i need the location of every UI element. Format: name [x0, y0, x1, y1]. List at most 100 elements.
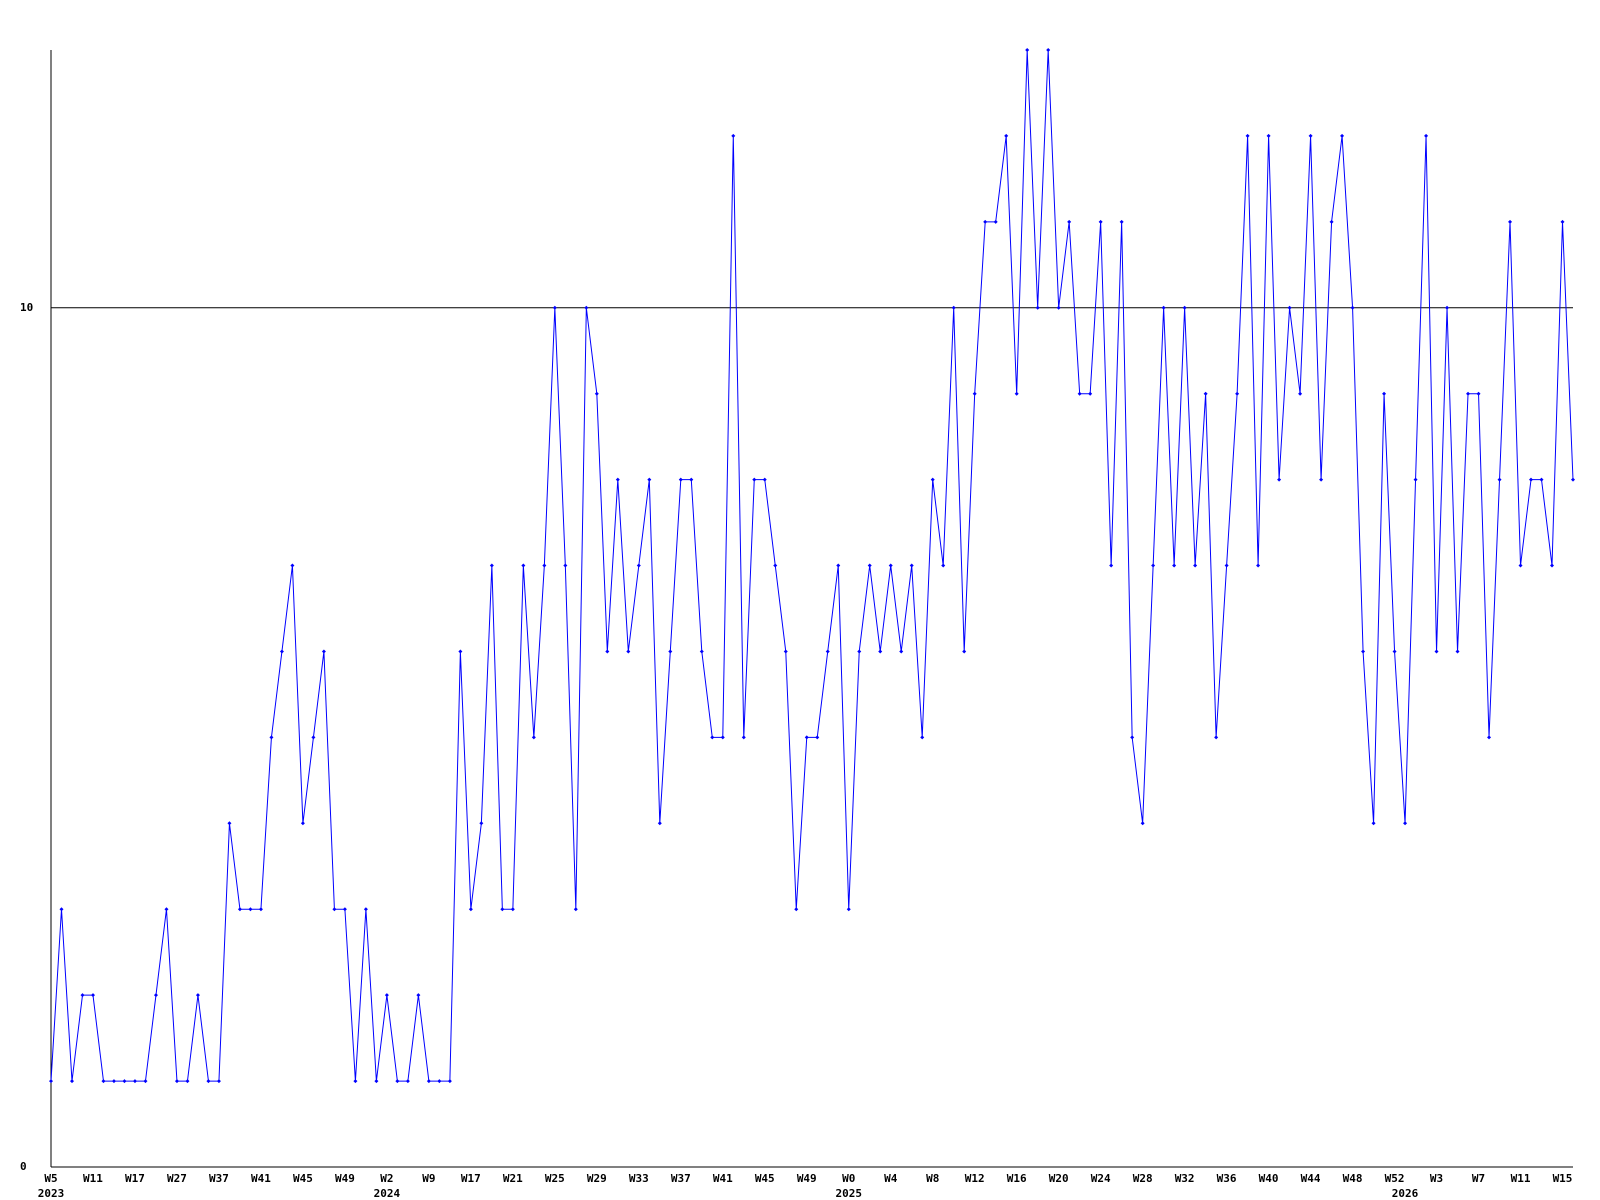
- point: [479, 821, 484, 826]
- point: [605, 649, 610, 654]
- point: [542, 563, 547, 568]
- point: [1151, 563, 1156, 568]
- x-tick-label: W41: [713, 1172, 733, 1185]
- point: [395, 1079, 400, 1084]
- point: [59, 907, 64, 912]
- point: [1487, 735, 1492, 740]
- point: [374, 1079, 379, 1084]
- x-tick-label: W29: [587, 1172, 607, 1185]
- point: [741, 735, 746, 740]
- point: [951, 305, 956, 310]
- point: [1088, 391, 1093, 396]
- point: [258, 907, 263, 912]
- point: [1497, 477, 1502, 482]
- point: [1014, 391, 1019, 396]
- point: [111, 1079, 116, 1084]
- point: [1434, 649, 1439, 654]
- point: [80, 993, 85, 998]
- point: [1539, 477, 1544, 482]
- point: [1350, 305, 1355, 310]
- point: [941, 563, 946, 568]
- x-tick-label: W52: [1385, 1172, 1405, 1185]
- point: [1235, 391, 1240, 396]
- x-tick-label: W45: [293, 1172, 313, 1185]
- point: [1004, 133, 1009, 138]
- point: [1140, 821, 1145, 826]
- point: [962, 649, 967, 654]
- point: [1518, 563, 1523, 568]
- point: [1371, 821, 1376, 826]
- point: [657, 821, 662, 826]
- point: [615, 477, 620, 482]
- year-label: 2024: [374, 1187, 401, 1200]
- x-tick-label: W27: [167, 1172, 187, 1185]
- x-tick-label: W49: [335, 1172, 355, 1185]
- x-tick-label: W40: [1259, 1172, 1279, 1185]
- point: [1413, 477, 1418, 482]
- point: [1466, 391, 1471, 396]
- x-tick-label: W12: [965, 1172, 985, 1185]
- point: [363, 907, 368, 912]
- point: [132, 1079, 137, 1084]
- point: [920, 735, 925, 740]
- point: [836, 563, 841, 568]
- point: [584, 305, 589, 310]
- point: [752, 477, 757, 482]
- point: [122, 1079, 127, 1084]
- point: [668, 649, 673, 654]
- point: [1035, 305, 1040, 310]
- point: [321, 649, 326, 654]
- point: [1319, 477, 1324, 482]
- point: [1214, 735, 1219, 740]
- x-tick-label: W32: [1175, 1172, 1195, 1185]
- x-tick-label: W2: [380, 1172, 393, 1185]
- point: [227, 821, 232, 826]
- series-line: [50, 49, 1574, 1082]
- point: [458, 649, 463, 654]
- point: [647, 477, 652, 482]
- point: [1382, 391, 1387, 396]
- point: [1361, 649, 1366, 654]
- point: [762, 477, 767, 482]
- point: [1424, 133, 1429, 138]
- point: [500, 907, 505, 912]
- point: [311, 735, 316, 740]
- x-tick-label: W0: [842, 1172, 855, 1185]
- x-tick-label: W15: [1553, 1172, 1573, 1185]
- point: [195, 993, 200, 998]
- point: [143, 1079, 148, 1084]
- point: [909, 563, 914, 568]
- point: [521, 563, 526, 568]
- point: [878, 649, 883, 654]
- x-tick-label: W28: [1133, 1172, 1153, 1185]
- point: [731, 133, 736, 138]
- point: [867, 563, 872, 568]
- point: [342, 907, 347, 912]
- point: [993, 219, 998, 224]
- x-tick-label: W17: [461, 1172, 481, 1185]
- x-tick-label: W45: [755, 1172, 775, 1185]
- point: [1046, 48, 1051, 52]
- x-tick-label: W49: [797, 1172, 817, 1185]
- x-tick-label: W4: [884, 1172, 898, 1185]
- x-tick-label: W20: [1049, 1172, 1069, 1185]
- point: [563, 563, 568, 568]
- point: [930, 477, 935, 482]
- point: [1098, 219, 1103, 224]
- point: [1550, 563, 1555, 568]
- point: [1529, 477, 1534, 482]
- point: [531, 735, 536, 740]
- point: [972, 391, 977, 396]
- year-label: 2025: [835, 1187, 862, 1200]
- point: [1256, 563, 1261, 568]
- point: [1077, 391, 1082, 396]
- point: [1109, 563, 1114, 568]
- point: [1067, 219, 1072, 224]
- point: [1056, 305, 1061, 310]
- y-tick-label: 10: [20, 301, 33, 314]
- x-tick-label: W9: [422, 1172, 435, 1185]
- point: [248, 907, 253, 912]
- y-tick-label: 0: [20, 1160, 27, 1173]
- point: [69, 1079, 74, 1084]
- point: [1476, 391, 1481, 396]
